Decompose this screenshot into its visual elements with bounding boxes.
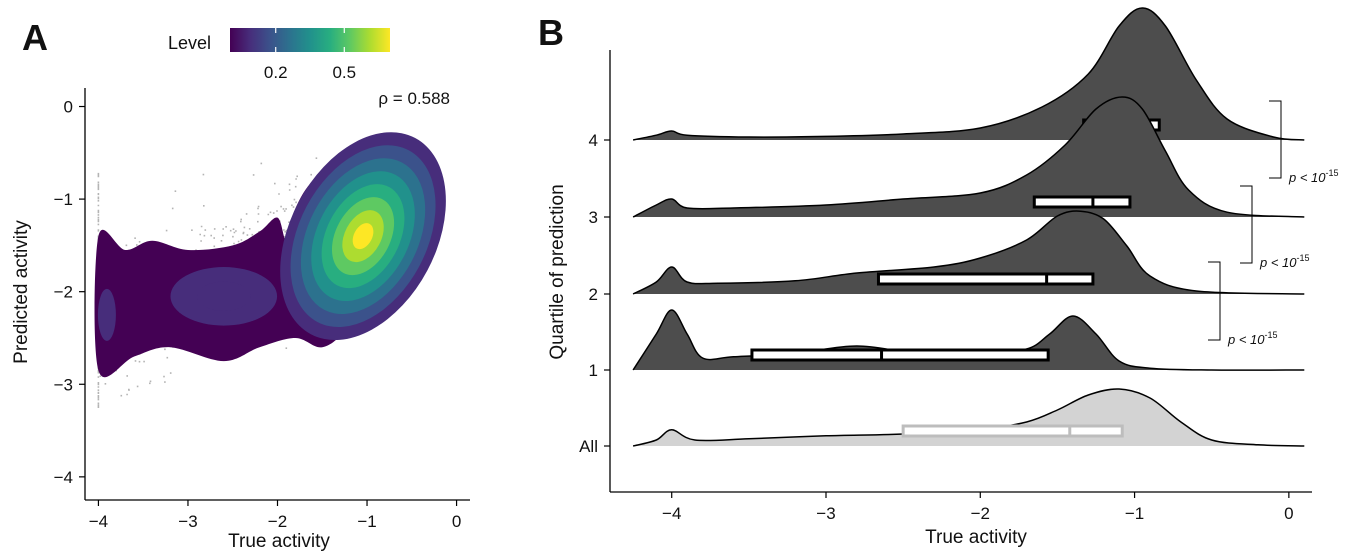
ridgelines: [632, 7, 1305, 447]
ridge-fill: [633, 97, 1305, 217]
legend-colorbar: [230, 28, 390, 52]
x-tick-label-a: −4: [89, 512, 108, 531]
x-axis-label-a: True activity: [228, 531, 330, 552]
significance-bracket: p < 10-15: [1269, 100, 1339, 185]
y-tick-label-a: 0: [64, 98, 73, 117]
y-tick-label-b: 1: [589, 361, 598, 380]
x-tick-label-b: 0: [1284, 504, 1293, 523]
x-tick-label-b: −2: [971, 504, 990, 523]
y-tick-label-b: 4: [589, 131, 598, 150]
ridge-outline: [632, 96, 1305, 218]
legend-title: Level: [168, 33, 211, 53]
y-axis-label-a: Predicted activity: [11, 220, 32, 364]
boxplot-box: [876, 272, 1095, 286]
ridge-outline: [632, 7, 1305, 141]
significance-bracket: p < 10-15: [1208, 261, 1278, 347]
y-tick-label-a: −1: [54, 190, 73, 209]
panel-a: A Level 0.2 0.5 −4 −3 −2 −1 0 0 −1 −2 −3 −4 True a…: [11, 17, 470, 552]
p-value-label: p < 10-15: [1288, 168, 1339, 185]
significance-bracket: p < 10-15: [1240, 185, 1310, 270]
density-peak-secondary: [197, 281, 251, 312]
y-tick-label-b: All: [579, 437, 598, 456]
boxplot-box: [750, 348, 1050, 362]
ridge-fill: [633, 388, 1305, 446]
x-tick-label-b: −4: [662, 504, 681, 523]
y-axis-label-b: Quartile of prediction: [547, 184, 568, 359]
y-tick-label-b: 2: [589, 285, 598, 304]
x-tick-label-a: 0: [452, 512, 461, 531]
panel-b: B p < 10-15 p < 10-15 p < 10-15 −4 −3 −2 −1 0 A…: [538, 7, 1339, 548]
bracket-line: [1269, 100, 1282, 179]
x-axis-label-b: True activity: [925, 527, 1027, 548]
y-tick-label-a: −4: [54, 468, 73, 487]
ridge-quartile-2: [632, 210, 1305, 295]
significance-brackets: p < 10-15 p < 10-15 p < 10-15: [1208, 100, 1339, 347]
ridge-fill: [633, 8, 1305, 140]
density-peak-main: [352, 223, 374, 250]
boxplot-box: [901, 424, 1124, 438]
legend-tick-label: 0.5: [332, 63, 356, 82]
y-tick-label-a: −3: [54, 375, 73, 394]
x-tick-label-b: −1: [1125, 504, 1144, 523]
y-tick-label-a: −2: [54, 283, 73, 302]
boxplot-box: [1032, 195, 1132, 209]
bracket-line: [1208, 261, 1221, 341]
density-peak-edge: [97, 288, 116, 341]
x-tick-label-a: −3: [178, 512, 197, 531]
density-contours: [94, 132, 446, 378]
rho-annotation: ρ = 0.588: [378, 89, 450, 108]
panel-letter-a: A: [22, 17, 48, 58]
x-tick-label-a: −2: [268, 512, 287, 531]
p-value-label: p < 10-15: [1259, 253, 1310, 270]
ridge-quartile-1: [632, 309, 1305, 371]
ridge-all: [632, 388, 1305, 447]
p-value-label: p < 10-15: [1227, 330, 1278, 347]
ridge-outline: [632, 210, 1305, 295]
ridge-quartile-4: [632, 7, 1305, 141]
y-tick-label-b: 3: [589, 208, 598, 227]
panel-letter-b: B: [538, 12, 564, 53]
x-tick-label-a: −1: [357, 512, 376, 531]
ridge-quartile-3: [632, 96, 1305, 218]
x-tick-label-b: −3: [816, 504, 835, 523]
ridge-outline: [632, 388, 1305, 447]
ridge-fill: [633, 211, 1305, 294]
bracket-line: [1240, 185, 1253, 264]
legend-tick-label: 0.2: [264, 63, 288, 82]
level-legend: Level 0.2 0.5: [168, 28, 390, 82]
